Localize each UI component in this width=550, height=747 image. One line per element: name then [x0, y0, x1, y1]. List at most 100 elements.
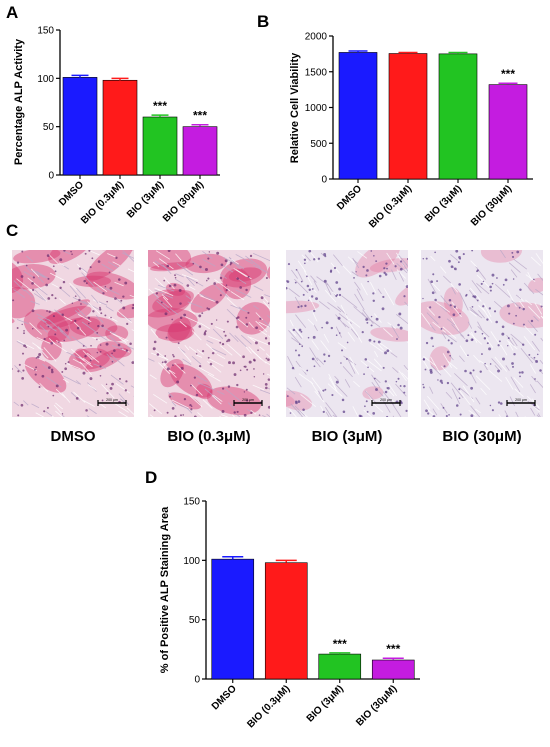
cell-nucleus: [327, 354, 331, 358]
cell-fiber: [541, 315, 543, 320]
cell-nucleus: [48, 310, 51, 313]
cell-fiber: [478, 305, 486, 313]
cell-nucleus: [455, 250, 459, 253]
cell-fiber: [154, 277, 166, 289]
cell-fiber: [171, 399, 190, 409]
cell-nucleus: [422, 258, 425, 260]
cell-nucleus: [243, 365, 246, 368]
cell-fiber: [249, 336, 269, 346]
cell-fiber: [294, 405, 306, 416]
cell-fiber: [494, 284, 511, 298]
pink-stain-region: [362, 386, 384, 400]
cell-fiber: [62, 378, 69, 383]
cell-nucleus: [253, 359, 256, 362]
cell-nucleus: [267, 405, 270, 409]
cell-fiber: [299, 366, 306, 373]
cell-nucleus: [453, 267, 457, 271]
cell-fiber: [182, 315, 201, 324]
cell-fiber: [197, 382, 216, 391]
cell-fiber: [392, 367, 399, 374]
cell-fiber: [149, 414, 154, 417]
cell-fiber: [313, 359, 321, 368]
cell-nucleus: [164, 312, 168, 316]
cell-nucleus: [465, 339, 469, 343]
cell-fiber: [202, 258, 216, 267]
cell-nucleus: [422, 383, 424, 386]
cell-fiber: [37, 346, 49, 359]
cell-nucleus: [153, 340, 157, 344]
cell-nucleus: [508, 312, 511, 315]
cell-nucleus: [223, 330, 226, 333]
cell-nucleus: [264, 337, 268, 340]
cell-fiber: [294, 296, 302, 309]
cell-fiber: [480, 388, 487, 396]
cell-fiber: [63, 316, 73, 322]
cell-nucleus: [91, 257, 94, 260]
cell-nucleus: [405, 285, 408, 288]
cell-fiber: [506, 289, 517, 308]
cell-fiber: [81, 272, 95, 288]
cell-fiber: [263, 301, 270, 310]
cell-nucleus: [488, 307, 491, 310]
cell-fiber: [348, 318, 361, 328]
panel-a-letter: A: [6, 3, 19, 22]
cell-fiber: [473, 354, 481, 363]
cell-fiber: [164, 366, 176, 375]
cell-nucleus: [226, 340, 229, 343]
cell-nucleus: [353, 276, 355, 279]
cell-fiber: [356, 288, 364, 302]
cell-nucleus: [359, 415, 363, 417]
cell-fiber: [154, 287, 174, 297]
cell-nucleus: [310, 295, 314, 298]
cell-nucleus: [440, 327, 443, 330]
cell-fiber: [259, 346, 265, 351]
cell-fiber: [103, 287, 120, 295]
cell-nucleus: [64, 363, 67, 365]
cell-fiber: [73, 321, 81, 329]
cell-fiber: [355, 331, 363, 343]
cell-nucleus: [87, 322, 90, 325]
cell-fiber: [520, 348, 534, 364]
cell-fiber: [324, 281, 332, 296]
cell-fiber: [294, 327, 304, 338]
cell-fiber: [118, 393, 130, 406]
cell-fiber: [191, 330, 202, 341]
cell-nucleus: [61, 371, 64, 373]
cell-nucleus: [111, 352, 113, 355]
cell-nucleus: [489, 404, 492, 407]
cell-nucleus: [206, 307, 209, 310]
cell-nucleus: [179, 302, 182, 305]
cell-fiber: [30, 300, 40, 305]
cell-fiber: [440, 305, 448, 313]
cell-fiber: [498, 414, 501, 417]
cell-nucleus: [399, 385, 402, 387]
cell-nucleus: [38, 353, 42, 356]
cell-nucleus: [108, 271, 111, 274]
cell-nucleus: [476, 269, 479, 272]
cell-fiber: [451, 286, 456, 295]
cell-nucleus: [403, 295, 406, 298]
cell-fiber: [450, 254, 458, 261]
cell-nucleus: [122, 306, 126, 310]
cell-fiber: [39, 325, 48, 333]
cell-fiber: [191, 261, 205, 271]
cell-nucleus: [227, 338, 231, 342]
cell-nucleus: [54, 297, 57, 300]
cell-nucleus: [180, 366, 184, 370]
micrograph-label-bio-30um: BIO (30μM): [442, 428, 522, 445]
cell-nucleus: [236, 383, 239, 387]
cell-fiber: [36, 336, 52, 345]
cell-nucleus: [199, 265, 202, 269]
cell-fiber: [233, 262, 245, 270]
cell-fiber: [267, 335, 270, 338]
cell-nucleus: [336, 293, 339, 296]
cell-fiber: [236, 317, 249, 328]
cell-nucleus: [211, 351, 215, 355]
cell-nucleus: [364, 358, 368, 361]
cell-nucleus: [481, 332, 484, 335]
cell-fiber: [308, 296, 317, 311]
cell-fiber: [98, 301, 108, 306]
cell-fiber: [191, 356, 202, 365]
cell-fiber: [110, 354, 125, 367]
